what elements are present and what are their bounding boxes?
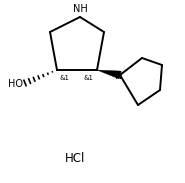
Text: NH: NH — [73, 4, 87, 14]
Polygon shape — [97, 70, 121, 79]
Text: &1: &1 — [60, 75, 70, 81]
Text: N: N — [115, 71, 123, 81]
Text: HO: HO — [8, 79, 23, 89]
Text: &1: &1 — [84, 75, 94, 81]
Text: HCl: HCl — [65, 152, 85, 165]
